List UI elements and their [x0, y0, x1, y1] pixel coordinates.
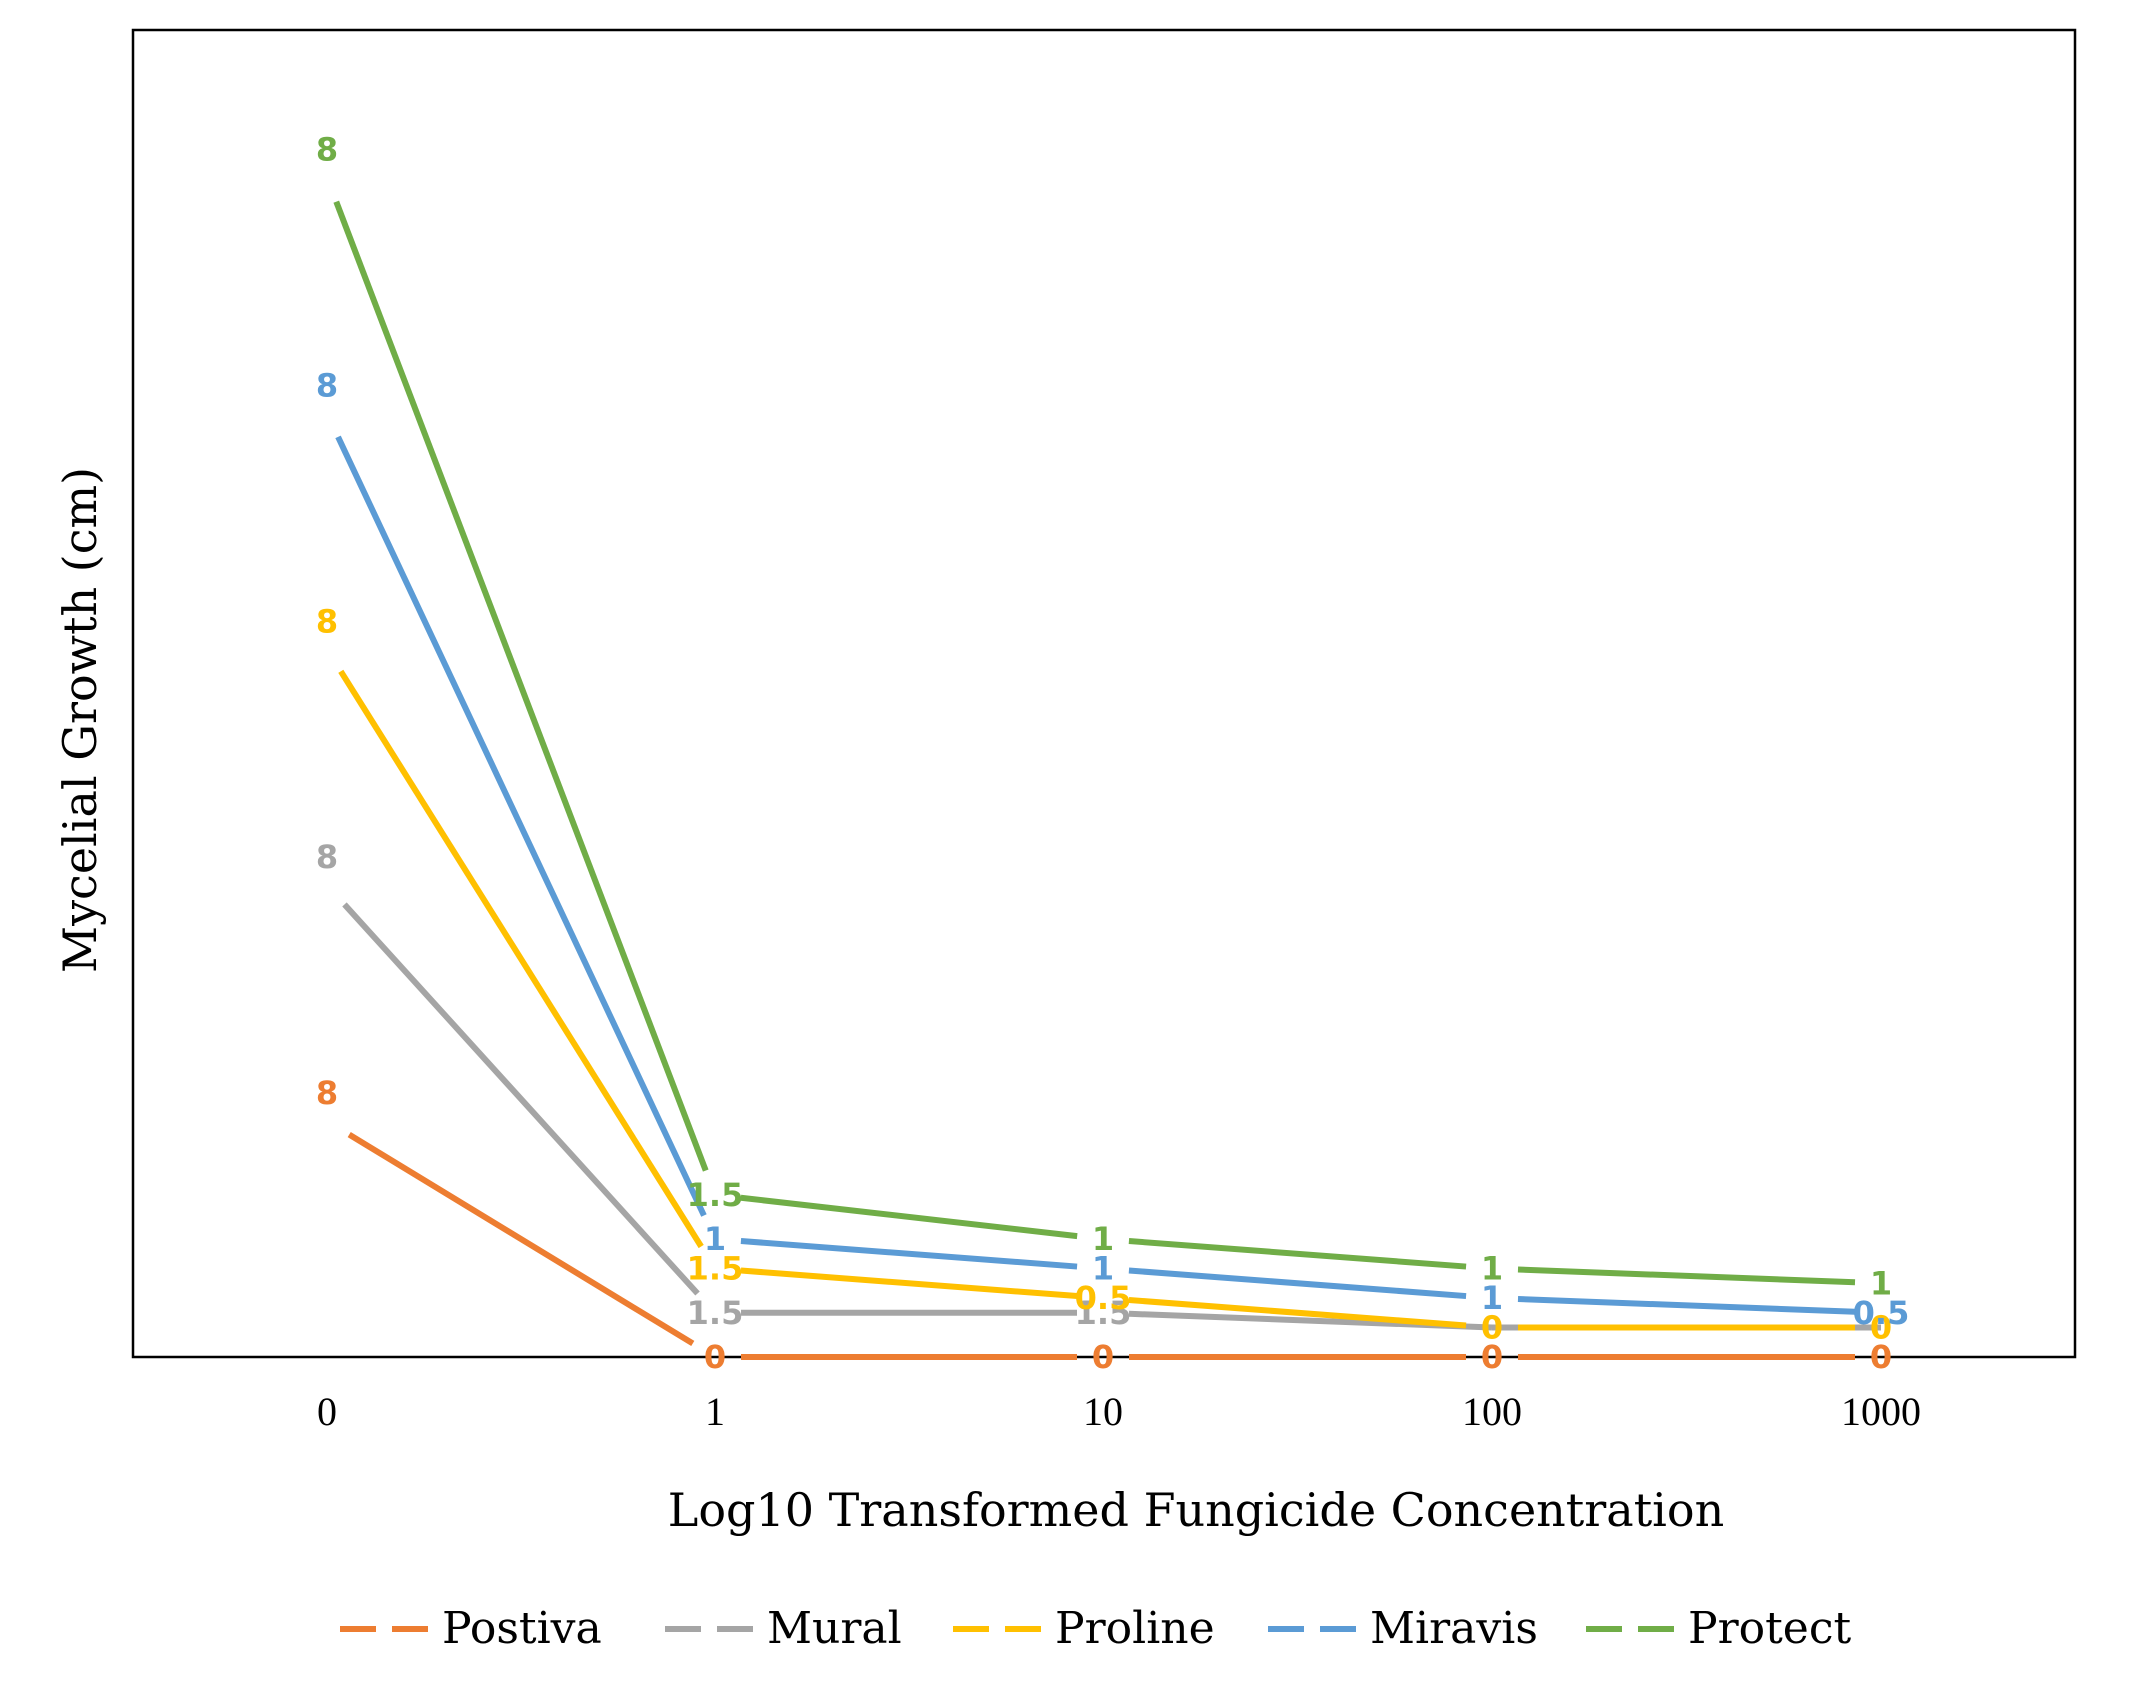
- series-segment: [1517, 1296, 1856, 1315]
- x-tick-label: 100: [1462, 1389, 1522, 1434]
- series-postiva: [347, 1132, 1855, 1360]
- series-segment: [1128, 1267, 1467, 1300]
- data-label: 0: [1481, 1309, 1503, 1347]
- x-tick-label: 0: [317, 1389, 337, 1434]
- data-label: 8: [316, 1074, 338, 1112]
- data-label: 1: [1092, 1220, 1114, 1258]
- legend-label: Proline: [1055, 1603, 1215, 1654]
- series-segment: [740, 1194, 1078, 1240]
- plot-area-frame: [131, 28, 2077, 1359]
- series-protect: [333, 200, 1856, 1286]
- series-segment: [347, 1132, 695, 1347]
- data-label: 0.5: [1075, 1279, 1132, 1317]
- data-label: 1.5: [687, 1250, 744, 1288]
- data-label: 0: [1092, 1338, 1114, 1376]
- legend-item-miravis: Miravis: [1268, 1603, 1538, 1654]
- data-label: 0.5: [1853, 1294, 1910, 1332]
- data-label: 1: [1870, 1264, 1892, 1302]
- legend-item-protect: Protect: [1586, 1603, 1851, 1654]
- series-segment: [1128, 1296, 1467, 1329]
- data-label: 1: [1092, 1250, 1114, 1288]
- legend-label: Mural: [767, 1603, 902, 1654]
- x-tick-label: 1000: [1841, 1389, 1921, 1434]
- x-tick-label: 1: [705, 1389, 725, 1434]
- data-label: 8: [316, 130, 338, 168]
- series-proline: [338, 669, 1855, 1331]
- data-label: 8: [316, 366, 338, 404]
- data-label: 1: [1481, 1279, 1503, 1317]
- legend-item-mural: Mural: [665, 1603, 902, 1654]
- series-miravis: [335, 435, 1856, 1315]
- legend-item-proline: Proline: [953, 1603, 1215, 1654]
- data-label: 1.5: [687, 1294, 744, 1332]
- data-label: 1: [1481, 1250, 1503, 1288]
- data-label: 8: [316, 838, 338, 876]
- series-segment: [342, 902, 700, 1296]
- legend-item-postiva: Postiva: [340, 1603, 602, 1654]
- legend-label: Miravis: [1370, 1603, 1538, 1654]
- series-segment: [740, 1267, 1078, 1300]
- data-label: 0: [704, 1338, 726, 1376]
- series-segment: [1128, 1238, 1467, 1270]
- series-segment: [333, 200, 709, 1172]
- data-label: 1.5: [1075, 1294, 1132, 1332]
- y-axis-title: Mycelial Growth (cm): [53, 467, 107, 973]
- series-segment: [335, 435, 707, 1217]
- legend: Postiva Mural Proline Miravis Protect: [340, 1603, 1851, 1654]
- data-label: 8: [316, 602, 338, 640]
- series-segment: [1517, 1266, 1856, 1286]
- x-axis-title: Log10 Transformed Fungicide Concentratio…: [668, 1483, 1724, 1537]
- data-label: 1: [704, 1220, 726, 1258]
- series-layer: [333, 200, 1881, 1360]
- legend-label: Postiva: [442, 1603, 602, 1654]
- data-label: 1.5: [687, 1176, 744, 1214]
- legend-label: Protect: [1688, 1603, 1851, 1654]
- x-tick-label: 10: [1083, 1389, 1123, 1434]
- data-label: 0: [1481, 1338, 1503, 1376]
- series-segment: [740, 1238, 1078, 1270]
- data-label: 0: [1870, 1338, 1892, 1376]
- series-segment: [338, 669, 704, 1249]
- data-label: 0: [1870, 1309, 1892, 1347]
- x-tick-labels: 0 1 10 100 1000: [317, 1389, 1921, 1434]
